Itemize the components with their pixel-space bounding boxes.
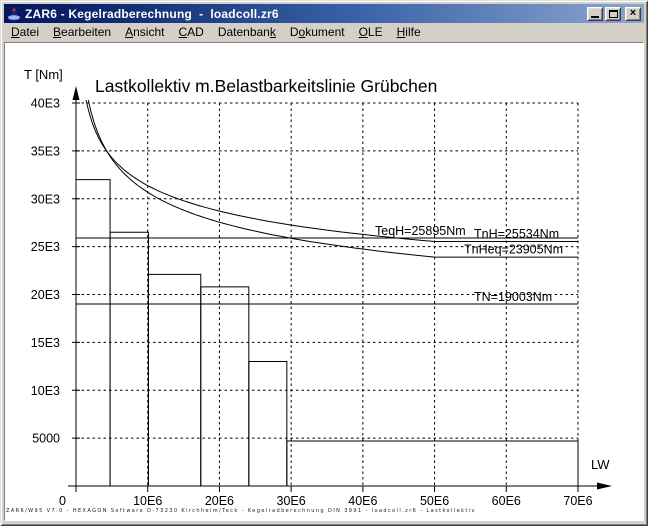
menu-item-ansicht[interactable]: Ansicht — [125, 25, 165, 39]
menu-item-bearbeiten[interactable]: Bearbeiten — [53, 25, 112, 39]
maximize-icon — [608, 9, 618, 18]
menu-item-datei[interactable]: Datei — [11, 25, 40, 39]
menu-item-ole[interactable]: OLE — [358, 25, 383, 39]
menu-item-cad[interactable]: CAD — [178, 25, 204, 39]
menu-bar: Datei Bearbeiten Ansicht CAD Datenbank Dokume… — [4, 23, 644, 42]
menu-item-hilfe[interactable]: Hilfe — [396, 25, 421, 39]
menu-item-datenbank[interactable]: Datenbank — [217, 25, 276, 39]
minimize-icon — [591, 16, 599, 18]
close-icon: × — [629, 7, 637, 19]
maximize-button[interactable] — [605, 6, 621, 21]
minimize-button[interactable] — [587, 6, 603, 21]
menu-item-dokument[interactable]: Dokument — [289, 25, 345, 39]
window-title: ZAR6 - Kegelradberechnung - loadcoll.zr6 — [25, 6, 279, 21]
close-button[interactable]: × — [625, 6, 641, 21]
caption-buttons: × — [587, 6, 641, 21]
client-area — [4, 42, 644, 521]
bevel-gear-app-icon[interactable] — [7, 7, 21, 21]
title-bar[interactable]: ZAR6 - Kegelradberechnung - loadcoll.zr6… — [4, 4, 644, 23]
footer-fineprint: ZAR6/W95 V7.0 - HEXAGON Software D-73230… — [6, 508, 476, 514]
